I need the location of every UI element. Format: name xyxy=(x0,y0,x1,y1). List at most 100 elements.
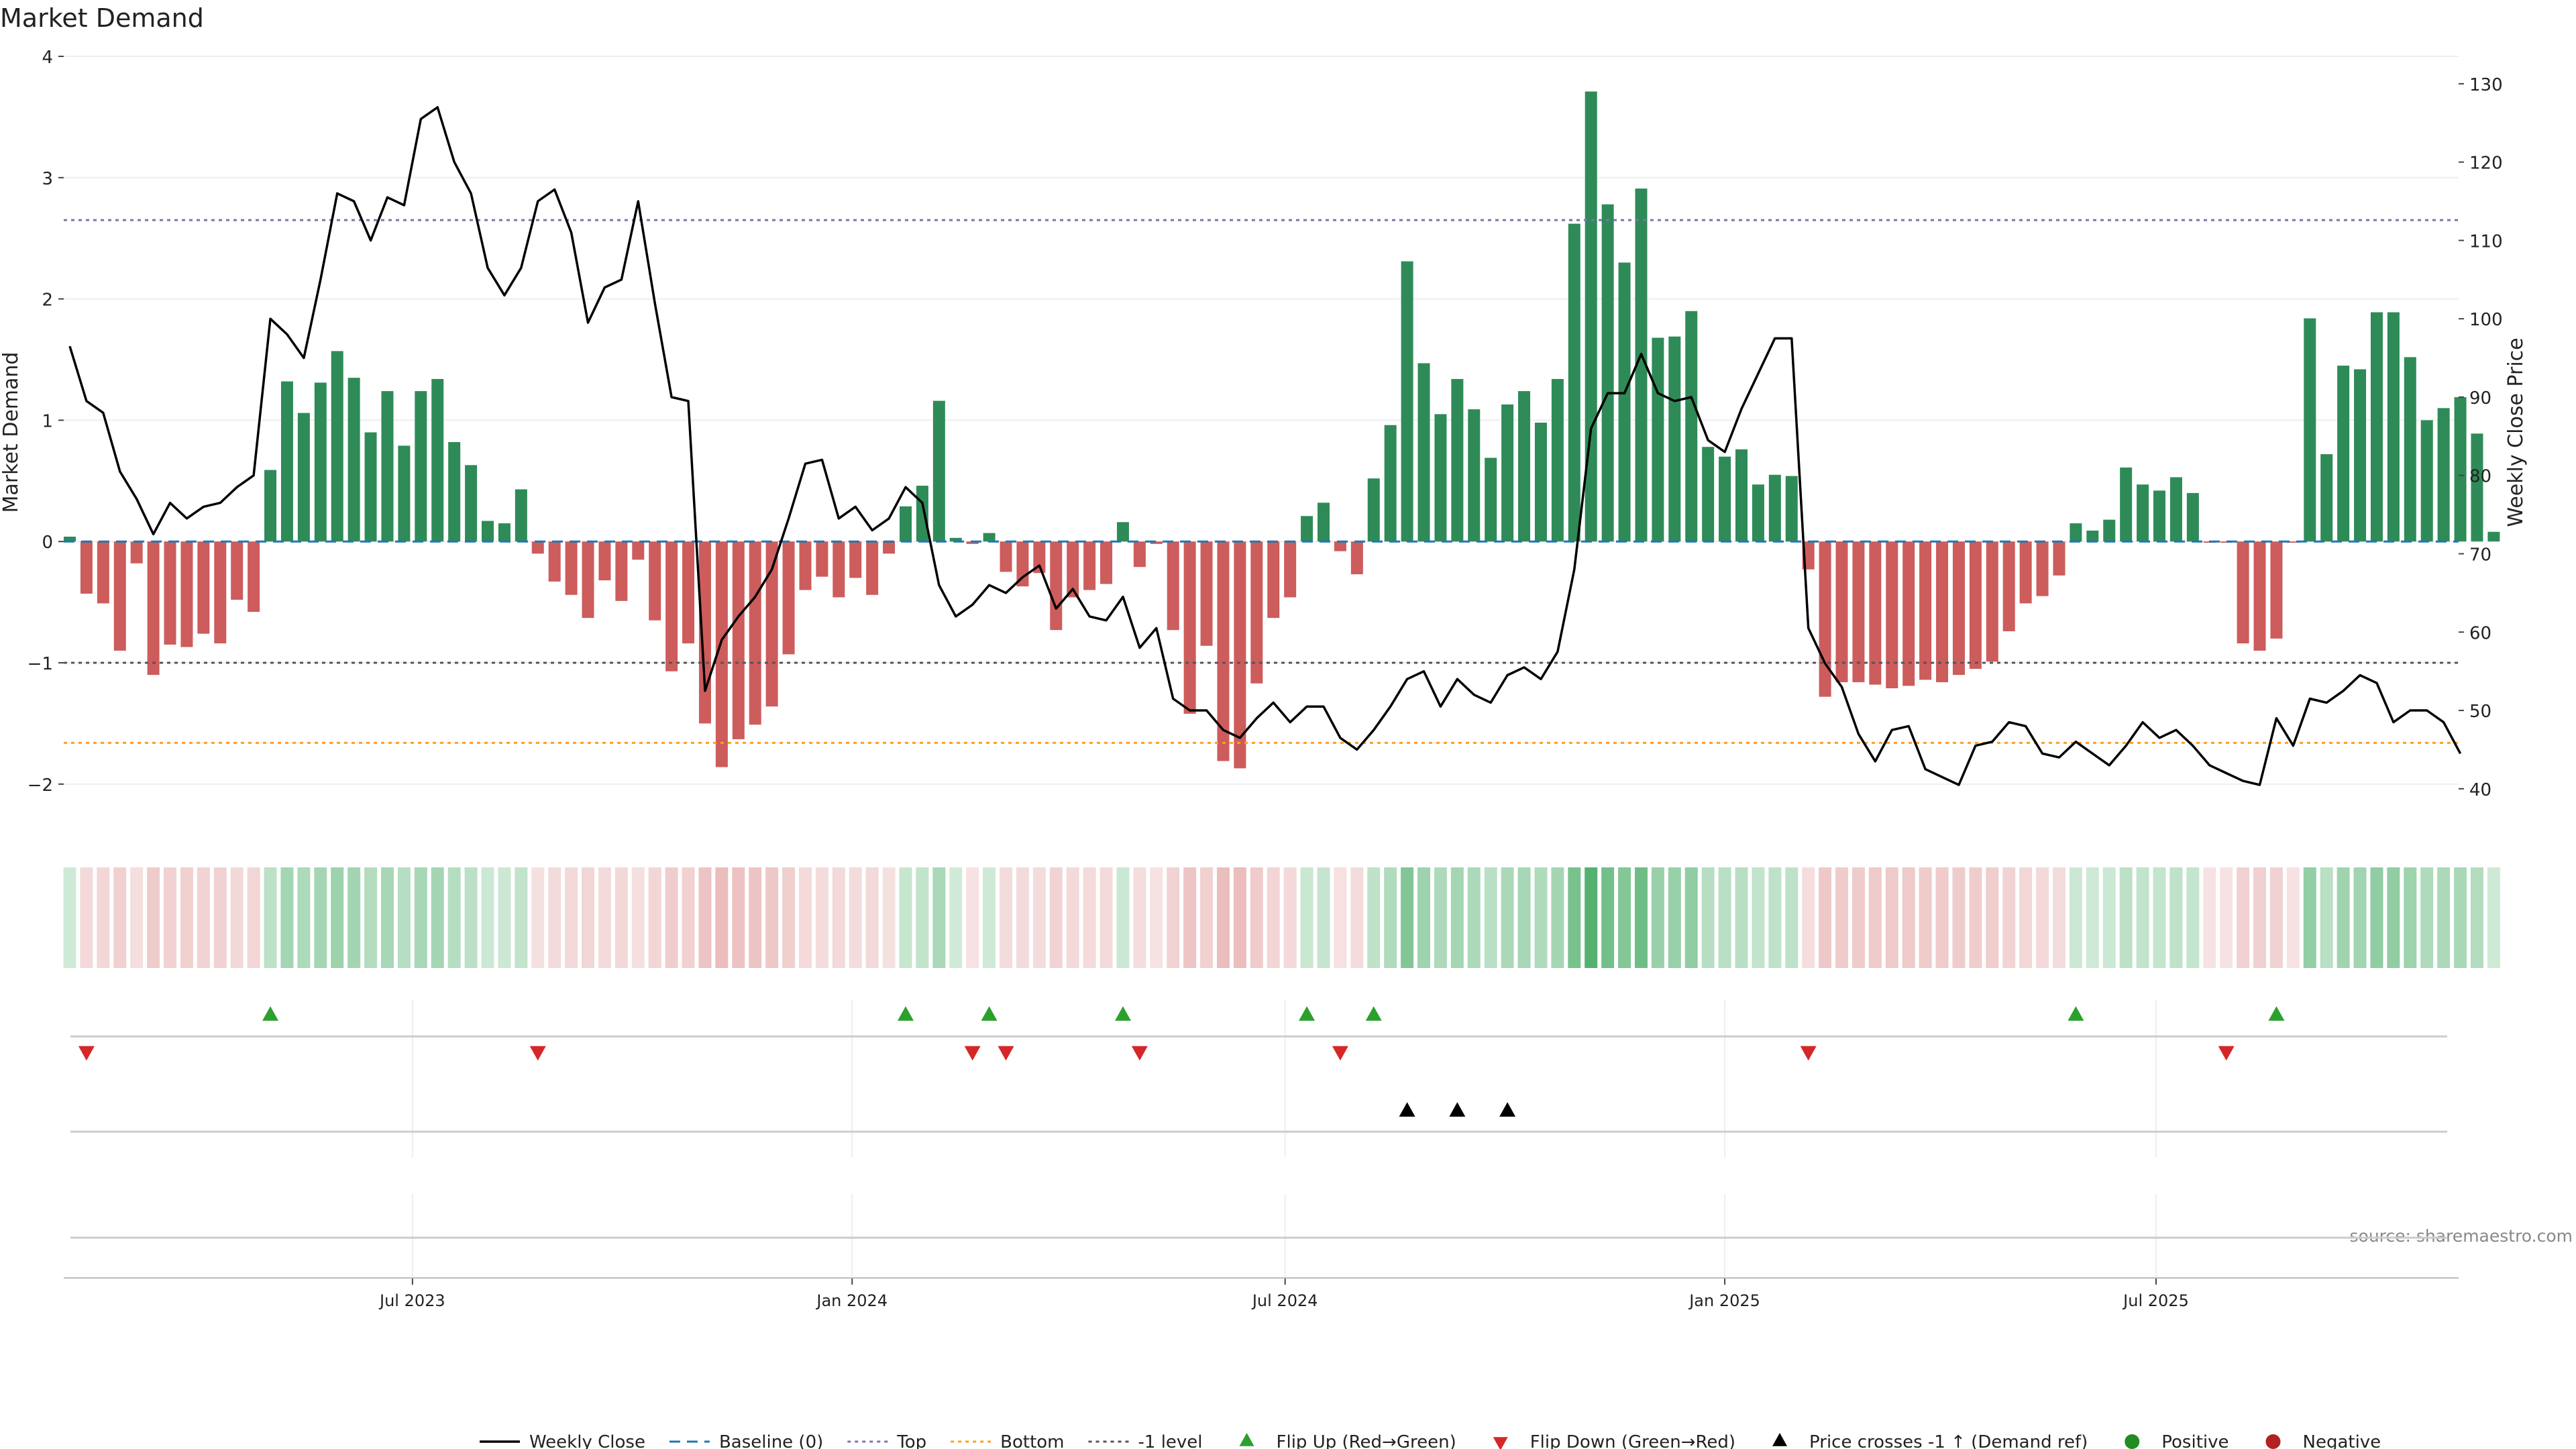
demand-bar xyxy=(2019,541,2032,604)
heat-cell xyxy=(264,867,277,968)
demand-bar xyxy=(364,432,377,542)
demand-bar xyxy=(1534,423,1547,542)
demand-bar xyxy=(197,541,210,634)
demand-bar xyxy=(883,541,896,554)
demand-bar xyxy=(983,533,996,542)
heat-cell xyxy=(1317,867,1330,968)
heat-cell xyxy=(1551,867,1564,968)
demand-bar xyxy=(498,523,511,542)
demand-bar xyxy=(632,541,645,560)
demand-bar xyxy=(1485,458,1497,542)
bars-layer xyxy=(64,91,2500,769)
demand-bar xyxy=(1752,484,1764,542)
demand-bar xyxy=(64,536,76,542)
demand-bar xyxy=(849,541,862,578)
heat-cell xyxy=(916,867,929,968)
y2-axis-label: Weekly Close Price xyxy=(2504,337,2528,527)
heat-cell xyxy=(230,867,244,968)
heat-cell xyxy=(331,867,344,968)
heat-cell xyxy=(2404,867,2417,968)
heat-cell xyxy=(1384,867,1397,968)
legend-label: Flip Up (Red→Green) xyxy=(1277,1432,1456,1449)
heat-cell xyxy=(2019,867,2033,968)
flip-down-marker xyxy=(1131,1046,1148,1061)
heat-cell xyxy=(1517,867,1531,968)
heat-cell xyxy=(1585,867,1598,968)
demand-bar xyxy=(1318,502,1330,542)
heat-cell xyxy=(983,867,996,968)
flip-down-marker xyxy=(1800,1046,1817,1061)
heat-cell xyxy=(1718,867,1731,968)
heat-strip xyxy=(63,867,2500,968)
demand-bar xyxy=(214,541,227,644)
legend-label: Top xyxy=(896,1432,926,1449)
demand-bar xyxy=(180,541,193,647)
heat-cell xyxy=(1200,867,1214,968)
demand-bar xyxy=(615,541,628,601)
heat-cell xyxy=(732,867,745,968)
heat-cell xyxy=(2353,867,2367,968)
heat-cell xyxy=(1752,867,1765,968)
heat-cell xyxy=(380,867,394,968)
heat-cell xyxy=(2303,867,2316,968)
heat-cell xyxy=(1768,867,1782,968)
demand-bar xyxy=(2120,467,2133,542)
legend-item: Bottom xyxy=(951,1432,1065,1449)
demand-bar xyxy=(1284,541,1297,598)
demand-bar xyxy=(1083,541,1096,590)
flip-down-marker xyxy=(964,1046,981,1061)
demand-bar xyxy=(1250,541,1263,684)
demand-bar xyxy=(2220,541,2233,543)
demand-bar xyxy=(2454,397,2467,542)
heat-cell xyxy=(899,867,912,968)
heat-cell xyxy=(464,867,478,968)
heat-cell xyxy=(1350,867,1364,968)
demand-bar xyxy=(2086,530,2099,542)
demand-bar xyxy=(866,541,879,595)
heat-cell xyxy=(1434,867,1447,968)
heat-cell xyxy=(815,867,828,968)
x-tick-label: Jul 2024 xyxy=(1251,1291,1318,1310)
legend-item: Positive xyxy=(2125,1432,2229,1449)
price-cross-marker xyxy=(1449,1102,1466,1117)
demand-bar xyxy=(1685,311,1698,542)
heat-cell xyxy=(2220,867,2233,968)
heat-cell xyxy=(2487,867,2500,968)
demand-bar xyxy=(1551,378,1564,542)
heat-cell xyxy=(2169,867,2183,968)
heat-cell xyxy=(765,867,779,968)
legend-label: Baseline (0) xyxy=(719,1432,823,1449)
heat-cell xyxy=(2186,867,2200,968)
heat-cell xyxy=(682,867,695,968)
demand-bar xyxy=(1719,456,1731,542)
demand-bar xyxy=(732,541,745,739)
heat-cell xyxy=(2454,867,2467,968)
heat-cell xyxy=(1133,867,1146,968)
legend-swatch-flip-up xyxy=(1239,1433,1254,1446)
x-tick-label: Jul 2025 xyxy=(2122,1291,2189,1310)
heat-cell xyxy=(314,867,327,968)
legend-swatch-price-cross xyxy=(1772,1433,1788,1446)
legend: Weekly Close Baseline (0) Top Bottom -1 leve… xyxy=(480,1432,2381,1449)
demand-bar xyxy=(2437,408,2450,542)
legend-swatch-negative xyxy=(2265,1434,2281,1449)
legend-label: Price crosses -1 ↑ (Demand ref) xyxy=(1809,1432,2088,1449)
demand-bar xyxy=(331,351,343,542)
demand-bar xyxy=(231,541,244,600)
demand-bar xyxy=(1635,189,1648,542)
y-tick-label: −1 xyxy=(28,654,53,674)
demand-bar xyxy=(799,541,812,590)
demand-bar xyxy=(1835,541,1848,682)
heat-cell xyxy=(1216,867,1230,968)
heat-cell xyxy=(698,867,712,968)
lines-layer xyxy=(64,219,2459,744)
demand-bar xyxy=(1986,541,1998,662)
legend-item: Negative xyxy=(2265,1432,2381,1449)
y2-tick-label: 90 xyxy=(2469,388,2491,409)
demand-bar xyxy=(531,541,544,554)
heat-cell xyxy=(2253,867,2267,968)
demand-bar xyxy=(515,489,527,542)
price-layer xyxy=(68,106,2462,786)
demand-bar xyxy=(448,441,461,542)
heat-cell xyxy=(2387,867,2400,968)
